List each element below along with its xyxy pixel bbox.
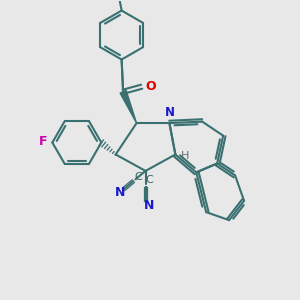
Text: N: N — [165, 106, 175, 119]
Text: C: C — [145, 176, 153, 185]
Text: N: N — [115, 185, 125, 199]
Text: F: F — [38, 134, 47, 148]
Polygon shape — [120, 91, 136, 123]
Text: N: N — [144, 199, 154, 212]
Text: H: H — [181, 151, 189, 161]
Text: O: O — [146, 80, 156, 93]
Text: C: C — [134, 172, 142, 182]
